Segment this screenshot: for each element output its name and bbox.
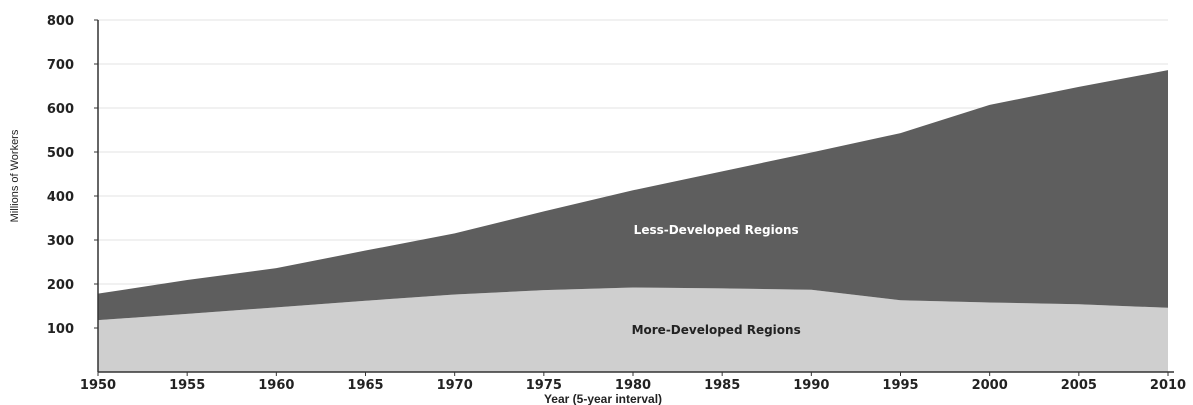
x-tick-label-1955: 1955 — [169, 378, 205, 393]
x-tick-label-1965: 1965 — [347, 378, 383, 393]
x-tick-labels: 1950 1955 1960 1965 1970 1975 1980 1985 1990 1995… — [80, 372, 1186, 393]
more-developed-regions-label: More-Developed Regions — [632, 323, 801, 337]
y-tick-label-800: 800 — [47, 14, 74, 29]
x-tick-label-1990: 1990 — [793, 378, 829, 393]
x-tick-label-1995: 1995 — [882, 378, 918, 393]
x-tick-label-2010: 2010 — [1150, 378, 1186, 393]
y-tick-label-100: 100 — [47, 322, 74, 337]
y-tick-label-600: 600 — [47, 102, 74, 117]
y-tick-label-200: 200 — [47, 278, 74, 293]
y-tick-label-400: 400 — [47, 190, 74, 205]
x-tick-label-1970: 1970 — [437, 378, 473, 393]
x-tick-label-1980: 1980 — [615, 378, 651, 393]
x-tick-label-1960: 1960 — [258, 378, 294, 393]
x-tick-label-2000: 2000 — [972, 378, 1008, 393]
y-axis-title: Millions of Workers — [9, 129, 21, 222]
x-tick-label-1975: 1975 — [526, 378, 562, 393]
less-developed-regions-label: Less-Developed Regions — [634, 223, 799, 237]
more-developed-regions-area — [98, 287, 1168, 372]
y-tick-label-700: 700 — [47, 58, 74, 73]
x-tick-label-1985: 1985 — [704, 378, 740, 393]
areas — [98, 70, 1168, 372]
x-tick-label-1950: 1950 — [80, 378, 116, 393]
less-developed-regions-area — [98, 70, 1168, 321]
series-labels: More-Developed Regions Less-Developed Reg… — [632, 223, 801, 337]
x-axis-title: Year (5-year interval) — [544, 392, 662, 405]
x-tick-label-2005: 2005 — [1061, 378, 1097, 393]
y-tick-labels: 100 200 300 400 500 600 700 800 — [47, 14, 98, 337]
y-tick-label-300: 300 — [47, 234, 74, 249]
y-tick-label-500: 500 — [47, 146, 74, 161]
